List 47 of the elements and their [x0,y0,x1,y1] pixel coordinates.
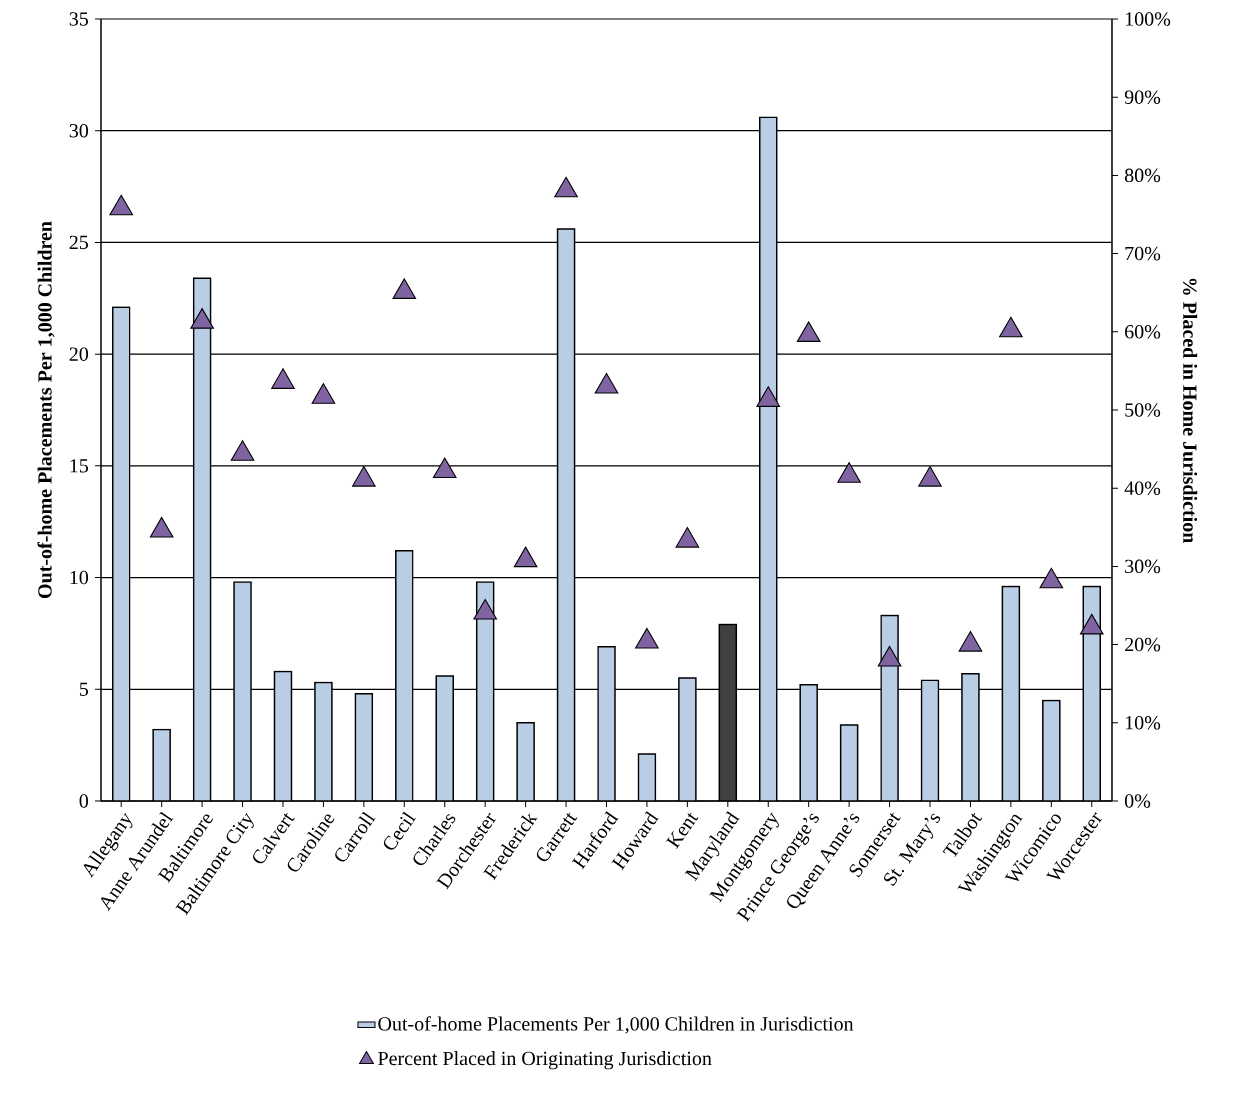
y2-tick-label: 50% [1125,403,1161,417]
y-tick-label: 10 [70,570,89,585]
y2-tick-label: 80% [1124,168,1161,183]
point [352,466,376,487]
point [230,440,255,461]
point [554,176,578,198]
y-tick-label: 30 [69,123,89,138]
point [473,598,497,620]
y-tick-label: 0 [79,794,89,808]
point [432,457,457,479]
point [675,527,700,548]
point [756,386,781,407]
y-axis-title: Out-of-home Placements Per 1,000 Children [37,221,55,598]
point [392,278,417,299]
y2-tick-label: 60% [1125,325,1161,339]
point [109,194,134,216]
point [513,546,538,568]
point [190,308,214,329]
y2-tick-label: 10% [1125,716,1161,730]
legend-label: Percent Placed in Originating Jurisdiction [378,1051,712,1070]
y2-tick-label: 90% [1124,90,1161,104]
point [877,645,902,667]
point [837,462,861,483]
point [149,516,174,538]
y2-axis-title: % Placed in Home Jurisdiction [1183,278,1198,544]
y-tick-label: 5 [79,682,89,696]
point [958,631,983,652]
point [1039,567,1064,589]
point [999,316,1023,338]
y2-tick-label: 40% [1124,481,1161,495]
point [271,368,295,389]
point [796,321,821,342]
point [918,466,942,487]
y2-tick-label: 70% [1125,246,1161,261]
y-tick-label: 25 [69,235,89,250]
point [1079,613,1104,635]
y2-tick-label: 20% [1125,637,1161,652]
legend-label: Out-of-home Placements Per 1,000 Children in Jurisdiction [378,1016,854,1034]
point [594,372,619,394]
y-tick-label: 15 [70,459,89,473]
y-tick-label: 35 [69,12,89,26]
y2-tick-label: 30% [1125,559,1161,574]
point [311,383,336,404]
point [635,627,659,649]
y-tick-label: 20 [69,347,89,361]
y2-tick-label: 0% [1124,794,1151,808]
y2-tick-label: 100% [1125,12,1171,26]
